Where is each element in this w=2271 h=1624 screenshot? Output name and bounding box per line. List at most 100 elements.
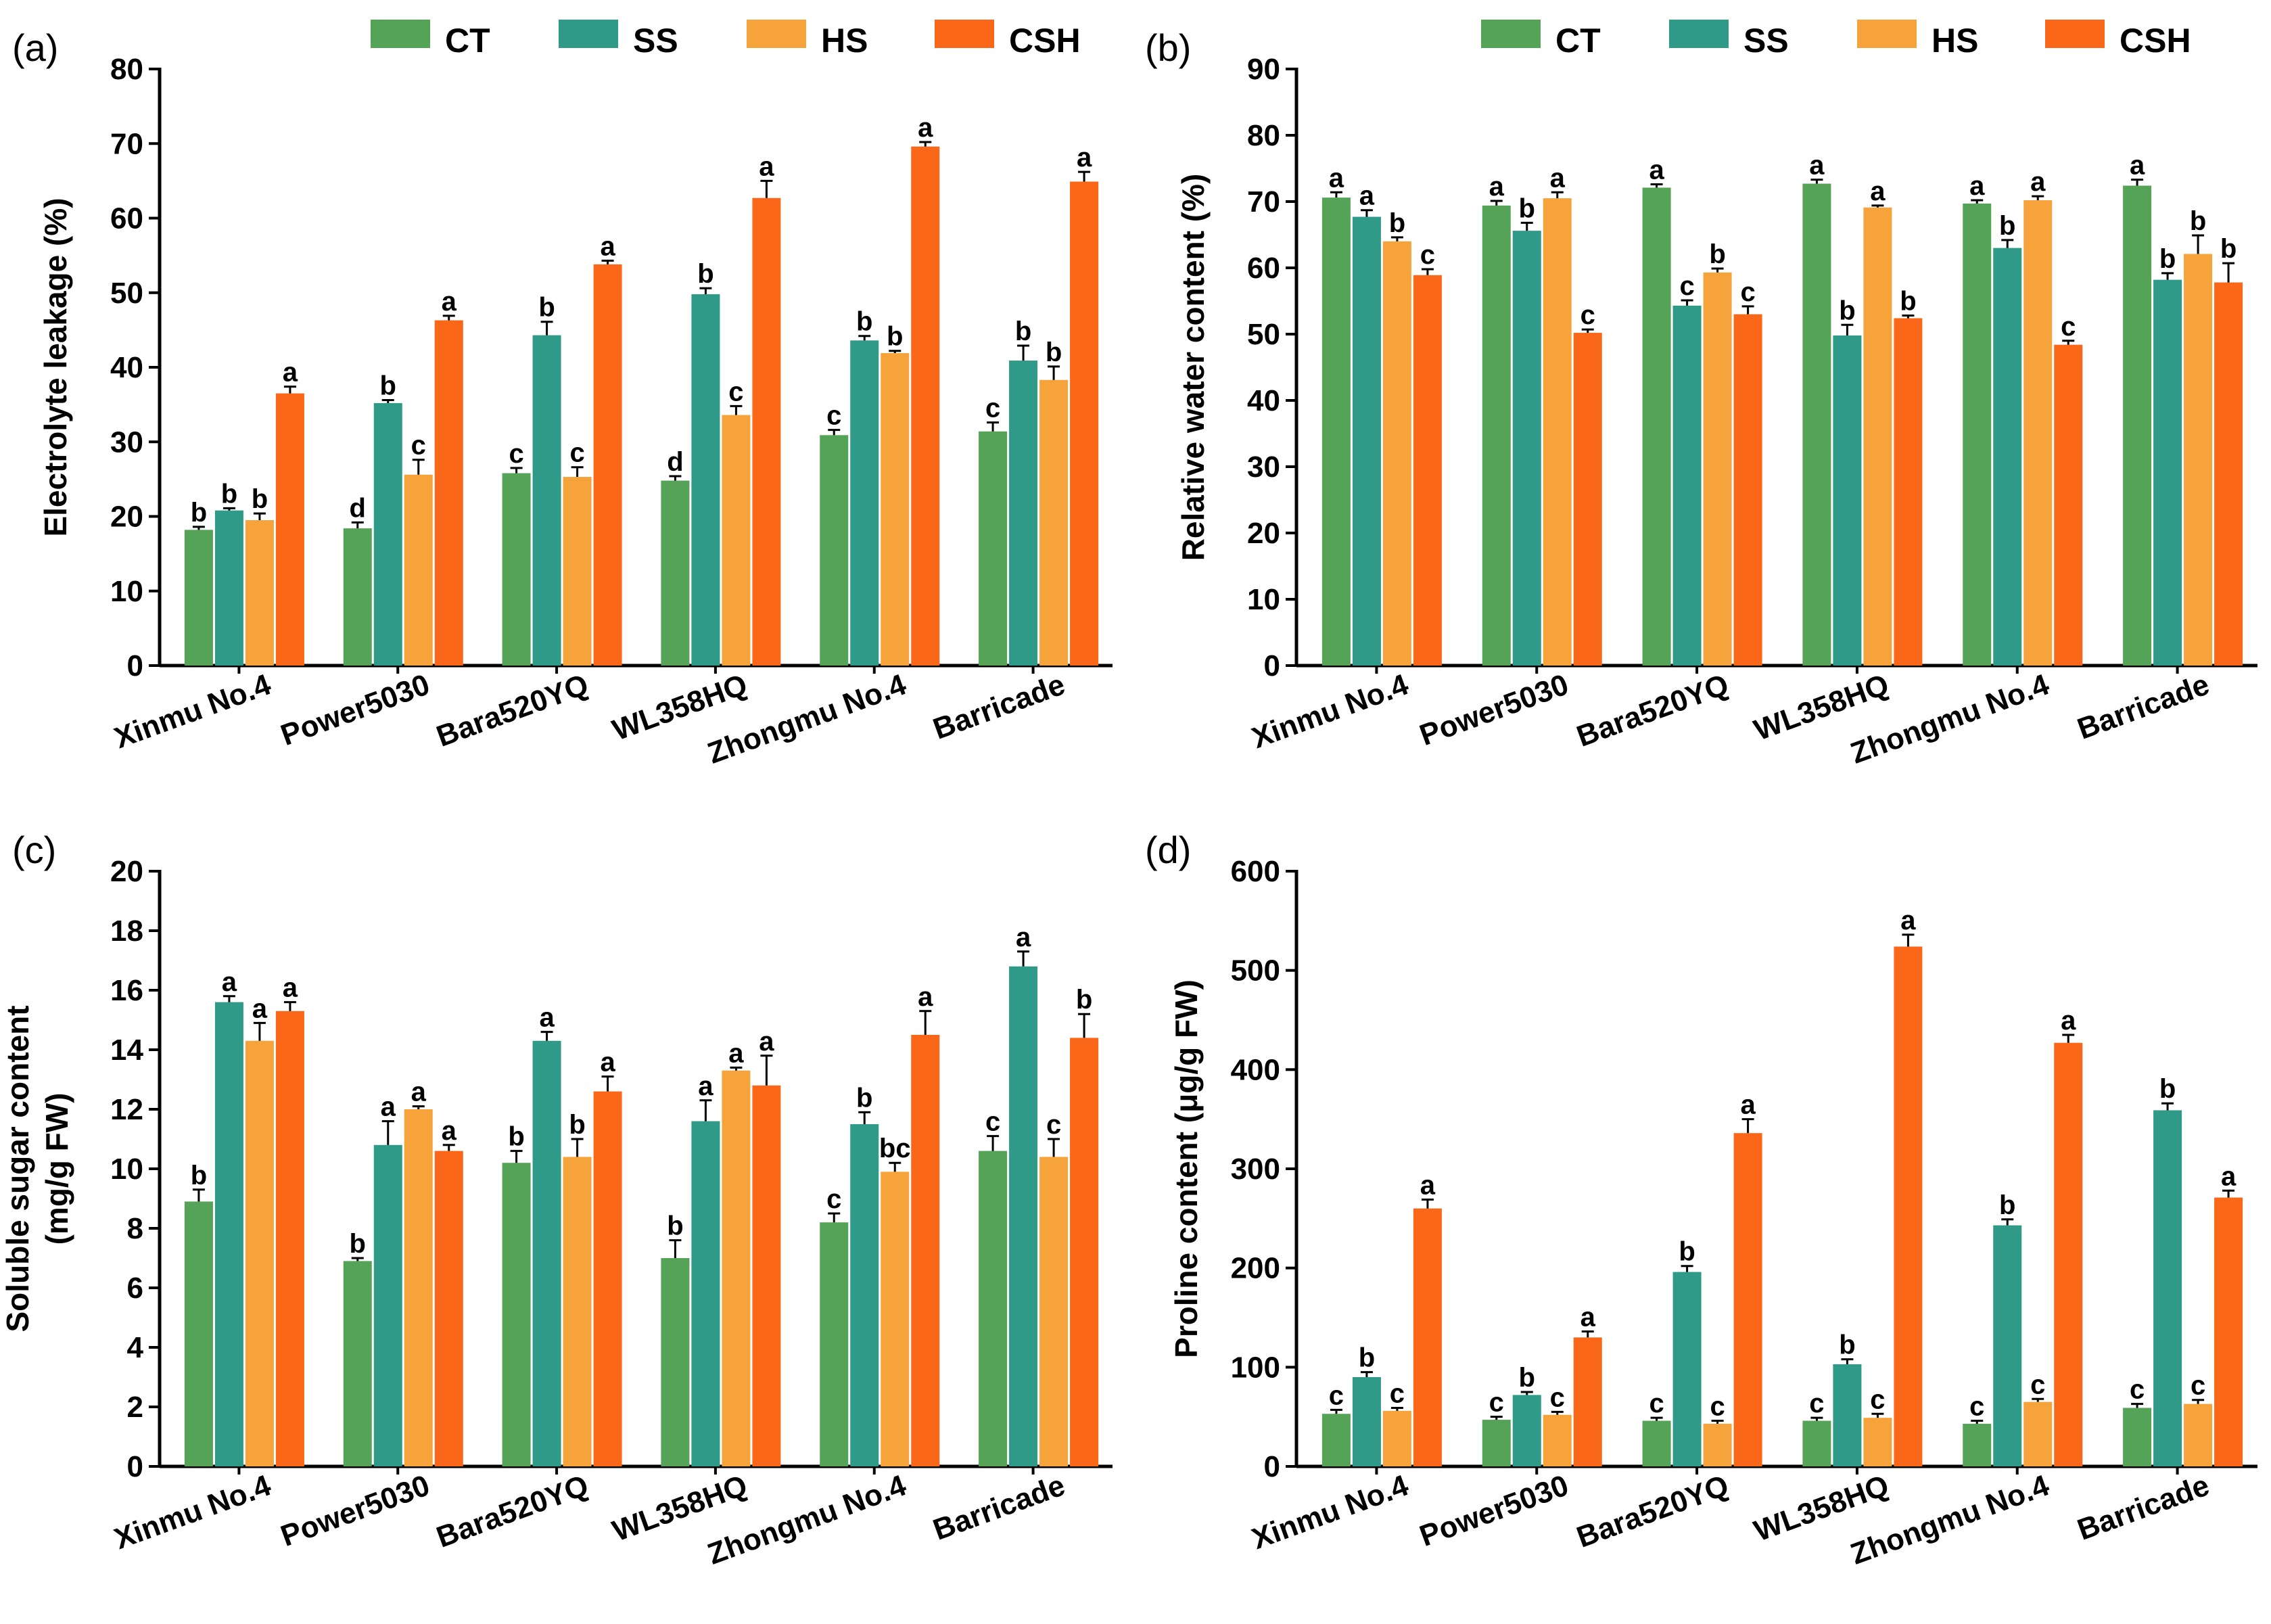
y-tick-label: 70 — [110, 127, 143, 160]
legend-label-hs: HS — [821, 22, 868, 60]
significance-letter: b — [697, 259, 713, 289]
bar-csh — [2214, 1197, 2243, 1466]
significance-letter: a — [1077, 143, 1092, 172]
significance-letter: b — [1519, 1363, 1535, 1393]
significance-letter: b — [252, 484, 268, 514]
significance-letter: c — [985, 394, 1000, 423]
y-tick-label: 10 — [110, 1153, 143, 1186]
x-category-label: Barricade — [929, 1468, 1069, 1546]
y-tick-label: 6 — [127, 1272, 143, 1305]
significance-letter: b — [887, 322, 903, 352]
legend-label-ct: CT — [445, 22, 490, 60]
significance-letter: a — [411, 1077, 427, 1107]
significance-letter: a — [1489, 172, 1505, 202]
bar-csh — [1413, 1208, 1442, 1466]
significance-letter: b — [569, 1110, 585, 1140]
significance-letter: c — [1581, 300, 1595, 330]
significance-letter: c — [2061, 312, 2076, 342]
y-tick-label: 40 — [1247, 384, 1280, 417]
bar-ct — [1482, 1420, 1511, 1466]
bar-csh — [1733, 1133, 1762, 1466]
bar-csh — [1894, 318, 1923, 666]
y-tick-label: 2 — [127, 1391, 143, 1424]
y-tick-label: 16 — [110, 974, 143, 1007]
significance-letter: b — [221, 479, 237, 509]
y-tick-label: 80 — [110, 53, 143, 86]
significance-letter: c — [2030, 1370, 2045, 1399]
y-axis-title: Electrolyte leakage (%) — [38, 198, 73, 536]
significance-letter: b — [2190, 206, 2206, 236]
significance-letter: d — [350, 493, 366, 523]
significance-letter: b — [1900, 287, 1916, 317]
x-category-label: Power5030 — [277, 1468, 434, 1553]
panel-label: (b) — [1145, 26, 1191, 69]
significance-letter: a — [1581, 1303, 1596, 1332]
bar-ss — [214, 510, 243, 666]
x-category-label: Power5030 — [1415, 1468, 1573, 1553]
y-tick-label: 20 — [110, 855, 143, 888]
bar-ss — [691, 1121, 720, 1466]
bar-ct — [1802, 1420, 1831, 1466]
y-axis-title: (mg/g FW) — [39, 1093, 74, 1245]
y-tick-label: 10 — [1247, 583, 1280, 616]
significance-letter: c — [1489, 1388, 1504, 1418]
bar-csh — [1070, 181, 1099, 666]
bar-ct — [1321, 198, 1351, 666]
bar-hs — [563, 1157, 592, 1466]
bar-ct — [343, 528, 372, 666]
y-tick-label: 8 — [127, 1212, 143, 1245]
significance-letter: a — [1740, 1090, 1756, 1120]
bar-ss — [1672, 1272, 1702, 1466]
bar-csh — [593, 1091, 622, 1466]
y-tick-label: 18 — [110, 914, 143, 948]
chart-panel-3: (c) 0 2 4 6 8 10 12 14 16 18 20 Soluble sugar conten… — [0, 829, 1113, 1571]
y-tick-label: 0 — [1264, 1450, 1280, 1483]
x-category-label: Bara520YQ — [432, 668, 592, 753]
bar-csh — [2054, 344, 2083, 666]
significance-letter: a — [759, 152, 774, 181]
significance-letter: b — [856, 1083, 872, 1113]
bar-csh — [593, 264, 622, 666]
legend-label-csh: CSH — [1009, 22, 1081, 60]
significance-letter: b — [1999, 1190, 2015, 1220]
legend-label-ss: SS — [1743, 22, 1789, 60]
significance-letter: b — [1076, 985, 1092, 1015]
bar-csh — [1413, 275, 1442, 666]
bar-ct — [1963, 1423, 1992, 1466]
bar-ss — [1512, 231, 1541, 666]
significance-letter: b — [667, 1211, 683, 1241]
significance-letter: b — [191, 498, 207, 528]
y-tick-label: 0 — [127, 649, 143, 682]
significance-letter: a — [1329, 163, 1344, 193]
bar-ct — [502, 473, 531, 666]
legend: CT SS HS CSH — [1481, 20, 2191, 60]
y-tick-label: 100 — [1231, 1351, 1280, 1384]
bar-hs — [563, 477, 592, 666]
significance-letter: c — [826, 1184, 841, 1214]
y-tick-label: 80 — [1247, 119, 1280, 152]
significance-letter: c — [1740, 277, 1755, 307]
bar-ss — [1009, 966, 1038, 1466]
bar-ss — [1833, 1364, 1862, 1466]
bar-hs — [404, 474, 433, 666]
bar-csh — [1070, 1038, 1099, 1466]
bar-ss — [1352, 216, 1381, 666]
bar-ss — [1993, 248, 2022, 666]
significance-letter: b — [191, 1161, 207, 1190]
chart-panel-1: (a) CT SS HS CSH 0 10 20 30 40 50 60 70 80 Electrolyte… — [12, 20, 1113, 770]
bar-hs — [1703, 272, 1732, 666]
bar-hs — [722, 1070, 751, 1466]
significance-letter: a — [918, 113, 933, 143]
bar-ct — [1802, 183, 1831, 666]
bar-ct — [661, 1258, 690, 1466]
bar-csh — [1733, 314, 1762, 666]
significance-letter: b — [1679, 1237, 1695, 1267]
bar-hs — [1039, 379, 1069, 666]
bar-ss — [1993, 1225, 2022, 1466]
significance-letter: a — [2061, 1006, 2076, 1036]
significance-letter: b — [1389, 208, 1405, 238]
significance-letter: c — [728, 377, 743, 407]
significance-letter: b — [1709, 239, 1725, 269]
bar-ct — [1482, 205, 1511, 666]
